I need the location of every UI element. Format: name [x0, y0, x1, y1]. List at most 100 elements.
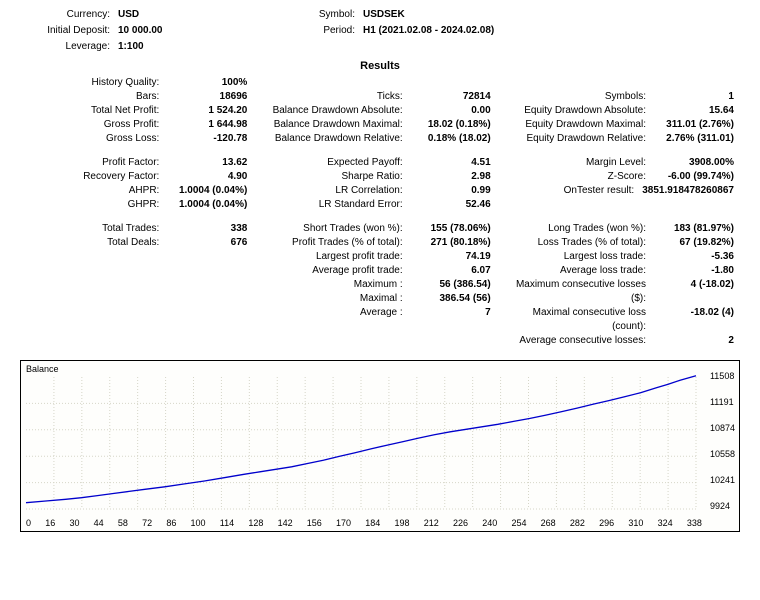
- chart-y-labels: 11508111911087410558102419924: [710, 371, 735, 511]
- x-tick-label: 142: [278, 518, 293, 528]
- stat-row: Total Deals:676: [20, 236, 253, 250]
- stat-value: 1 644.98: [167, 118, 247, 132]
- x-tick-label: 100: [191, 518, 206, 528]
- stat-label: Total Trades:: [20, 222, 167, 236]
- x-tick-label: 324: [658, 518, 673, 528]
- stat-value: 1 524.20: [167, 104, 247, 118]
- stat-label: LR Correlation:: [263, 184, 410, 198]
- stat-label: Profit Trades (% of total):: [263, 236, 410, 250]
- stat-value: 72814: [411, 90, 491, 104]
- stat-row: Average :7: [263, 306, 496, 320]
- stat-value: 0.00: [411, 104, 491, 118]
- x-tick-label: 156: [307, 518, 322, 528]
- stat-label: Sharpe Ratio:: [263, 170, 410, 184]
- stat-value: -6.00 (99.74%): [654, 170, 734, 184]
- currency-label: Currency:: [20, 8, 110, 22]
- stat-row: Balance Drawdown Relative:0.18% (18.02): [263, 132, 496, 146]
- stat-row: Balance Drawdown Absolute:0.00: [263, 104, 496, 118]
- stat-label: Loss Trades (% of total):: [507, 236, 654, 250]
- x-tick-label: 212: [424, 518, 439, 528]
- stat-value: 56 (386.54): [411, 278, 491, 292]
- y-tick-label: 10558: [710, 449, 735, 459]
- stat-label: Balance Drawdown Maximal:: [263, 118, 410, 132]
- stat-value: 4 (-18.02): [654, 278, 734, 306]
- x-tick-label: 128: [248, 518, 263, 528]
- x-tick-label: 198: [395, 518, 410, 528]
- stat-value: 18.02 (0.18%): [411, 118, 491, 132]
- stat-row: Average consecutive losses:2: [507, 334, 740, 348]
- stat-value: 52.46: [411, 198, 491, 212]
- stat-label: Maximum :: [263, 278, 410, 292]
- x-tick-label: 296: [599, 518, 614, 528]
- stat-row: Maximum :56 (386.54): [263, 278, 496, 292]
- stat-label: Long Trades (won %):: [507, 222, 654, 236]
- stat-row: Symbols:1: [507, 90, 740, 104]
- stat-row: LR Standard Error:52.46: [263, 198, 496, 212]
- stat-label: Expected Payoff:: [263, 156, 410, 170]
- stat-row: Maximal consecutive loss (count):-18.02 …: [507, 306, 740, 334]
- stat-value: 1.0004 (0.04%): [167, 184, 247, 198]
- x-tick-label: 226: [453, 518, 468, 528]
- y-tick-label: 9924: [710, 501, 735, 511]
- stat-value: -120.78: [167, 132, 247, 146]
- stat-row: Expected Payoff:4.51: [263, 156, 496, 170]
- x-tick-label: 310: [628, 518, 643, 528]
- stat-value: 183 (81.97%): [654, 222, 734, 236]
- x-tick-label: 16: [45, 518, 55, 528]
- stat-value: 3908.00%: [654, 156, 734, 170]
- y-tick-label: 11191: [710, 397, 735, 407]
- stat-label: Average loss trade:: [507, 264, 654, 278]
- x-tick-label: 72: [142, 518, 152, 528]
- stat-value: -1.80: [654, 264, 734, 278]
- stat-label: History Quality:: [20, 76, 167, 90]
- stat-row: Total Trades:338: [20, 222, 253, 236]
- stat-value: 0.99: [411, 184, 491, 198]
- balance-chart-svg: [21, 375, 701, 511]
- stat-row: OnTester result:3851.918478260867: [507, 184, 740, 198]
- stat-value: -18.02 (4): [654, 306, 734, 334]
- stat-label: Balance Drawdown Absolute:: [263, 104, 410, 118]
- symbol-label: Symbol:: [310, 8, 355, 22]
- stat-row: Equity Drawdown Maximal:311.01 (2.76%): [507, 118, 740, 132]
- x-tick-label: 240: [482, 518, 497, 528]
- stat-label: Average consecutive losses:: [507, 334, 654, 348]
- stat-label: Profit Factor:: [20, 156, 167, 170]
- stat-value: 311.01 (2.76%): [654, 118, 734, 132]
- stat-label: Equity Drawdown Relative:: [507, 132, 654, 146]
- stat-row: Gross Loss:-120.78: [20, 132, 253, 146]
- chart-title: Balance: [26, 364, 59, 374]
- stat-label: AHPR:: [20, 184, 167, 198]
- stat-row: Average profit trade:6.07: [263, 264, 496, 278]
- stat-value: 1.0004 (0.04%): [167, 198, 247, 212]
- stat-label: Maximum consecutive losses ($):: [507, 278, 654, 306]
- stat-row: History Quality:100%: [20, 76, 253, 90]
- stat-value: 15.64: [654, 104, 734, 118]
- x-tick-label: 86: [166, 518, 176, 528]
- stat-row: Ticks:72814: [263, 90, 496, 104]
- stat-label: Symbols:: [507, 90, 654, 104]
- stat-row: Recovery Factor:4.90: [20, 170, 253, 184]
- stat-label: Average :: [263, 306, 410, 320]
- x-tick-label: 184: [365, 518, 380, 528]
- y-tick-label: 11508: [710, 371, 735, 381]
- stat-label: Gross Loss:: [20, 132, 167, 146]
- x-tick-label: 268: [541, 518, 556, 528]
- stat-value: 155 (78.06%): [411, 222, 491, 236]
- stat-row: Long Trades (won %):183 (81.97%): [507, 222, 740, 236]
- stat-row: Equity Drawdown Absolute:15.64: [507, 104, 740, 118]
- stat-value: 676: [167, 236, 247, 250]
- stat-row: Equity Drawdown Relative:2.76% (311.01): [507, 132, 740, 146]
- x-tick-label: 44: [94, 518, 104, 528]
- stat-label: Z-Score:: [507, 170, 654, 184]
- x-tick-label: 0: [26, 518, 31, 528]
- stat-value: 1: [654, 90, 734, 104]
- stat-value: 13.62: [167, 156, 247, 170]
- stat-row: Bars:18696: [20, 90, 253, 104]
- stat-row: Profit Factor:13.62: [20, 156, 253, 170]
- stat-value: 100%: [167, 76, 247, 90]
- stat-label: Margin Level:: [507, 156, 654, 170]
- stat-row: LR Correlation:0.99: [263, 184, 496, 198]
- stat-value: 2: [654, 334, 734, 348]
- stat-label: Equity Drawdown Maximal:: [507, 118, 654, 132]
- initial-deposit-value: 10 000.00: [118, 24, 163, 38]
